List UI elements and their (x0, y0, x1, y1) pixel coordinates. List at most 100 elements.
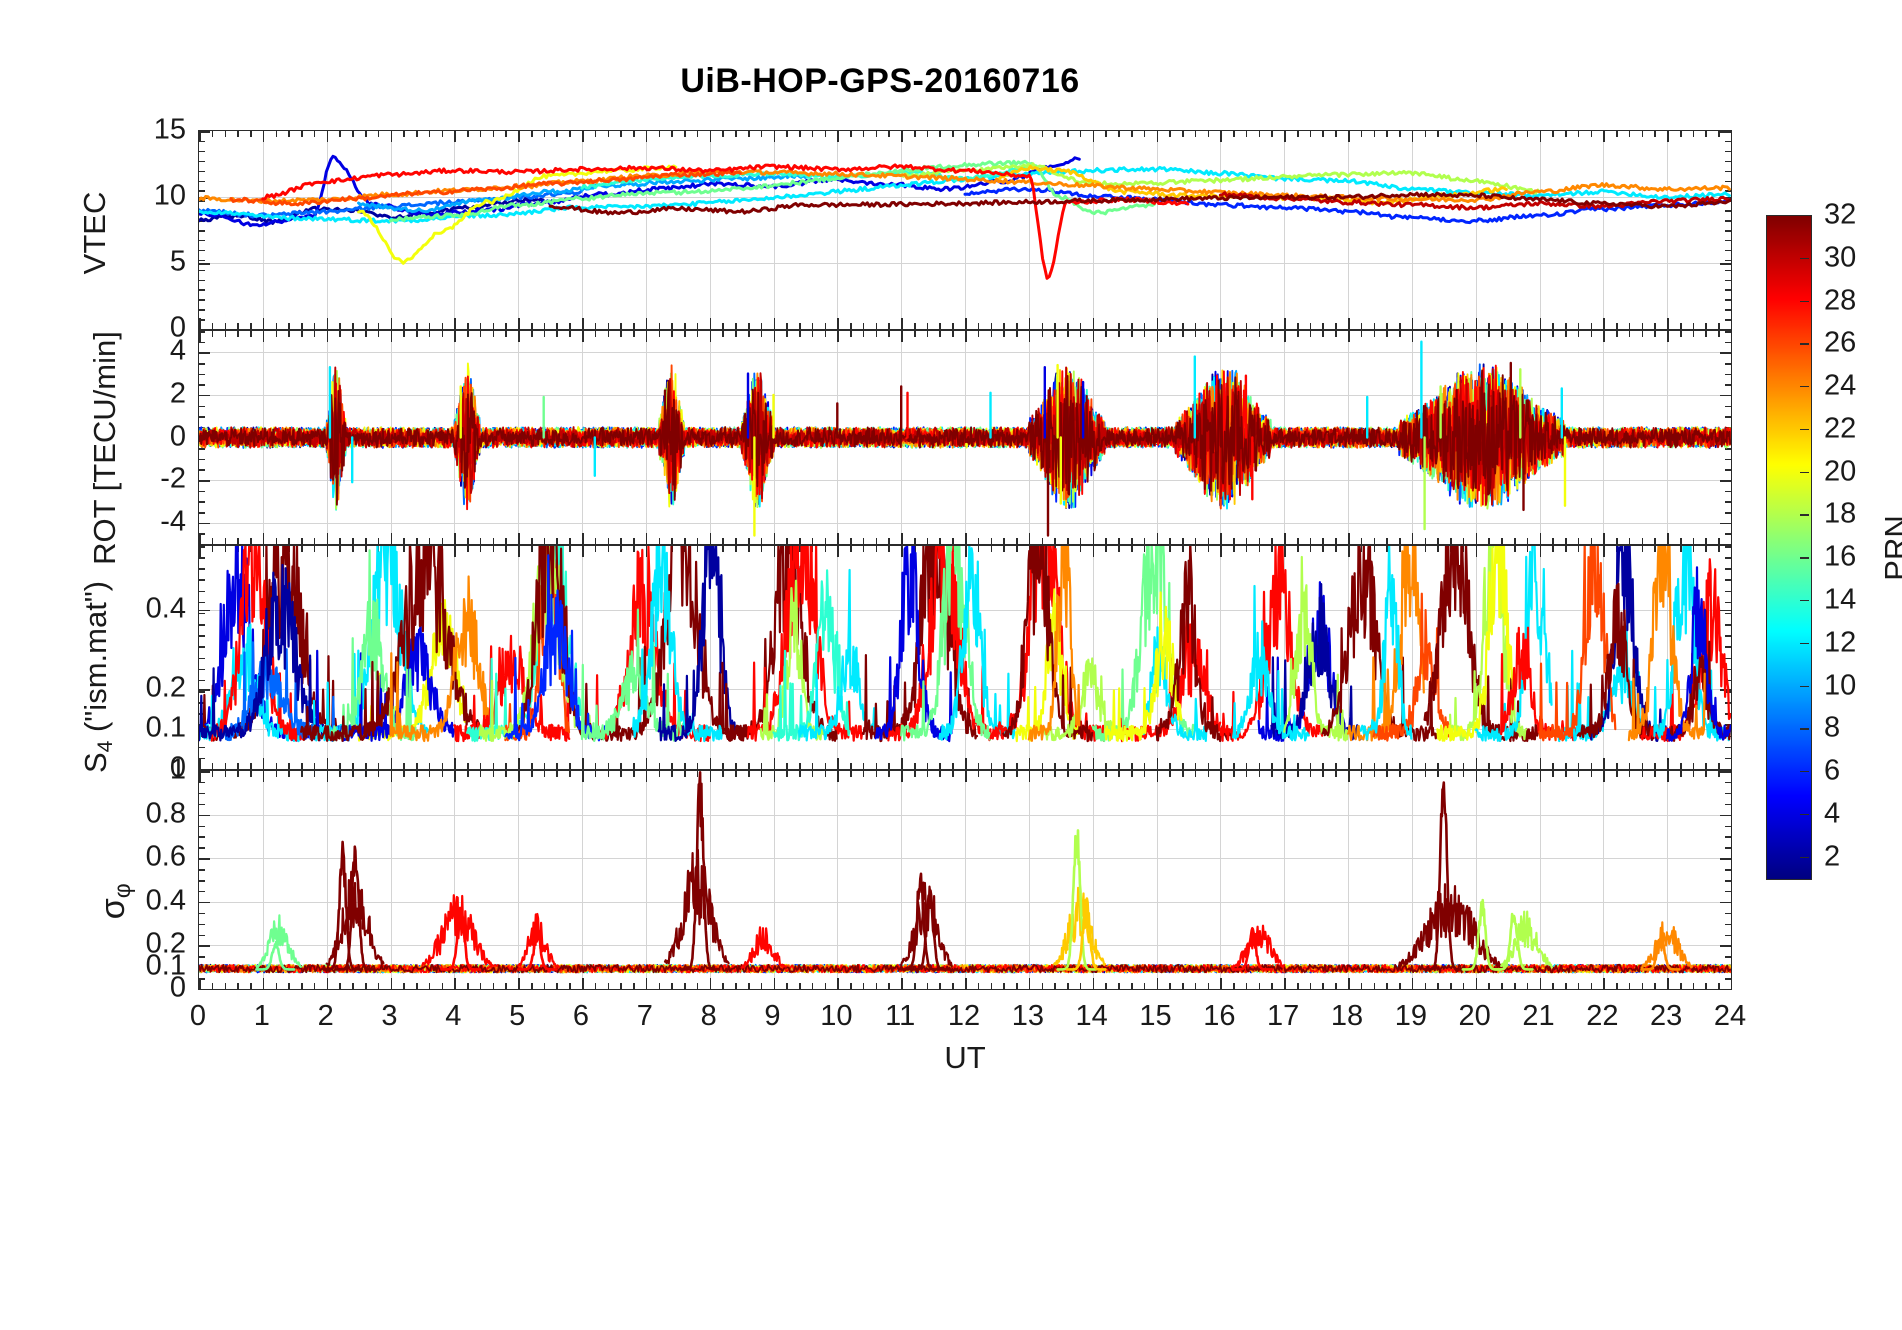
x-tick (492, 546, 495, 552)
x-tick (709, 331, 712, 342)
x-tick (211, 771, 214, 777)
y-tick (1725, 458, 1731, 461)
x-tick (1143, 323, 1146, 329)
x-tick (1360, 771, 1363, 777)
x-tick (1296, 771, 1299, 777)
x-tick (1552, 131, 1554, 137)
x-tick (607, 983, 610, 989)
x-tick (1130, 763, 1133, 769)
y-tick (199, 869, 205, 871)
x-tick (390, 758, 393, 769)
x-tick (875, 323, 878, 329)
y-tick (199, 546, 205, 548)
y-tick-major (199, 352, 210, 354)
x-tick (569, 323, 571, 329)
x-tick (492, 323, 495, 329)
x-tick (301, 538, 303, 544)
x-tick (364, 983, 367, 989)
x-tick (454, 131, 456, 142)
x-tick (288, 323, 290, 329)
x-tick (926, 323, 929, 329)
x-tick (1603, 318, 1605, 329)
y-tick-major (1720, 945, 1731, 947)
data-trace (1653, 546, 1731, 742)
x-tick (1399, 323, 1401, 329)
y-tick (1725, 923, 1731, 926)
x-tick (1271, 763, 1273, 769)
x-tick (1424, 538, 1427, 544)
x-tick (1309, 131, 1312, 137)
x-tick (492, 983, 495, 989)
x-tick (1233, 323, 1235, 329)
x-tick (582, 758, 584, 769)
x-tick (1386, 983, 1388, 989)
y-tick-major (1720, 609, 1731, 612)
x-tick (888, 538, 890, 544)
y-tick (199, 590, 205, 593)
x-tick (1207, 771, 1210, 777)
x-tick (1654, 546, 1656, 552)
x-tick (390, 771, 393, 782)
data-trace (199, 563, 328, 742)
x-tick (926, 763, 929, 769)
x-tick (1603, 131, 1605, 142)
x-tick (1616, 131, 1618, 137)
x-tick (1271, 983, 1273, 989)
y-tick (199, 792, 205, 795)
x-tick (1156, 978, 1159, 989)
gridline-vertical (1411, 546, 1413, 769)
x-tick (543, 131, 546, 137)
x-tick-label: 23 (1650, 1000, 1683, 1032)
x-tick (301, 331, 303, 337)
x-tick (505, 131, 507, 137)
x-tick (1335, 131, 1337, 137)
x-tick (1399, 131, 1401, 137)
y-tick (1725, 269, 1731, 272)
x-tick (1335, 763, 1337, 769)
x-tick (364, 763, 367, 769)
x-tick (760, 331, 763, 337)
x-tick (1271, 538, 1273, 544)
x-tick (1169, 538, 1171, 544)
x-tick (1028, 331, 1031, 342)
x-tick (939, 983, 942, 989)
x-tick (1603, 771, 1605, 782)
x-tick (1501, 323, 1503, 329)
x-tick (722, 131, 725, 137)
x-tick (467, 131, 469, 137)
y-tick-major (199, 609, 210, 612)
x-tick-label: 8 (700, 1000, 717, 1032)
x-tick-label: 19 (1394, 1000, 1427, 1032)
x-tick (505, 323, 507, 329)
x-tick (428, 323, 431, 329)
x-tick (1105, 331, 1108, 337)
x-tick (1501, 763, 1503, 769)
x-tick (1169, 131, 1171, 137)
x-tick (1245, 323, 1248, 329)
y-tick (199, 657, 205, 660)
x-tick (1411, 771, 1414, 782)
y-tick (1725, 230, 1731, 232)
x-tick (1245, 131, 1248, 137)
x-tick (990, 771, 993, 777)
x-tick (658, 131, 661, 137)
y-tick (199, 501, 205, 503)
y-tick-label: 15 (153, 113, 186, 146)
x-tick (1654, 131, 1656, 137)
x-tick (926, 771, 929, 777)
x-tick (441, 323, 444, 329)
x-tick (1143, 331, 1146, 337)
x-tick (479, 331, 482, 337)
y-tick (1725, 170, 1731, 173)
x-tick (339, 131, 342, 137)
x-tick (811, 323, 814, 329)
x-tick (1552, 538, 1554, 544)
x-tick (1603, 546, 1605, 557)
x-tick (1628, 323, 1631, 329)
gridline-vertical (390, 131, 392, 329)
x-tick (1258, 331, 1261, 337)
y-tick (199, 362, 205, 365)
x-tick-label: 11 (885, 1000, 916, 1032)
x-tick (1054, 983, 1056, 989)
x-tick (454, 318, 456, 329)
